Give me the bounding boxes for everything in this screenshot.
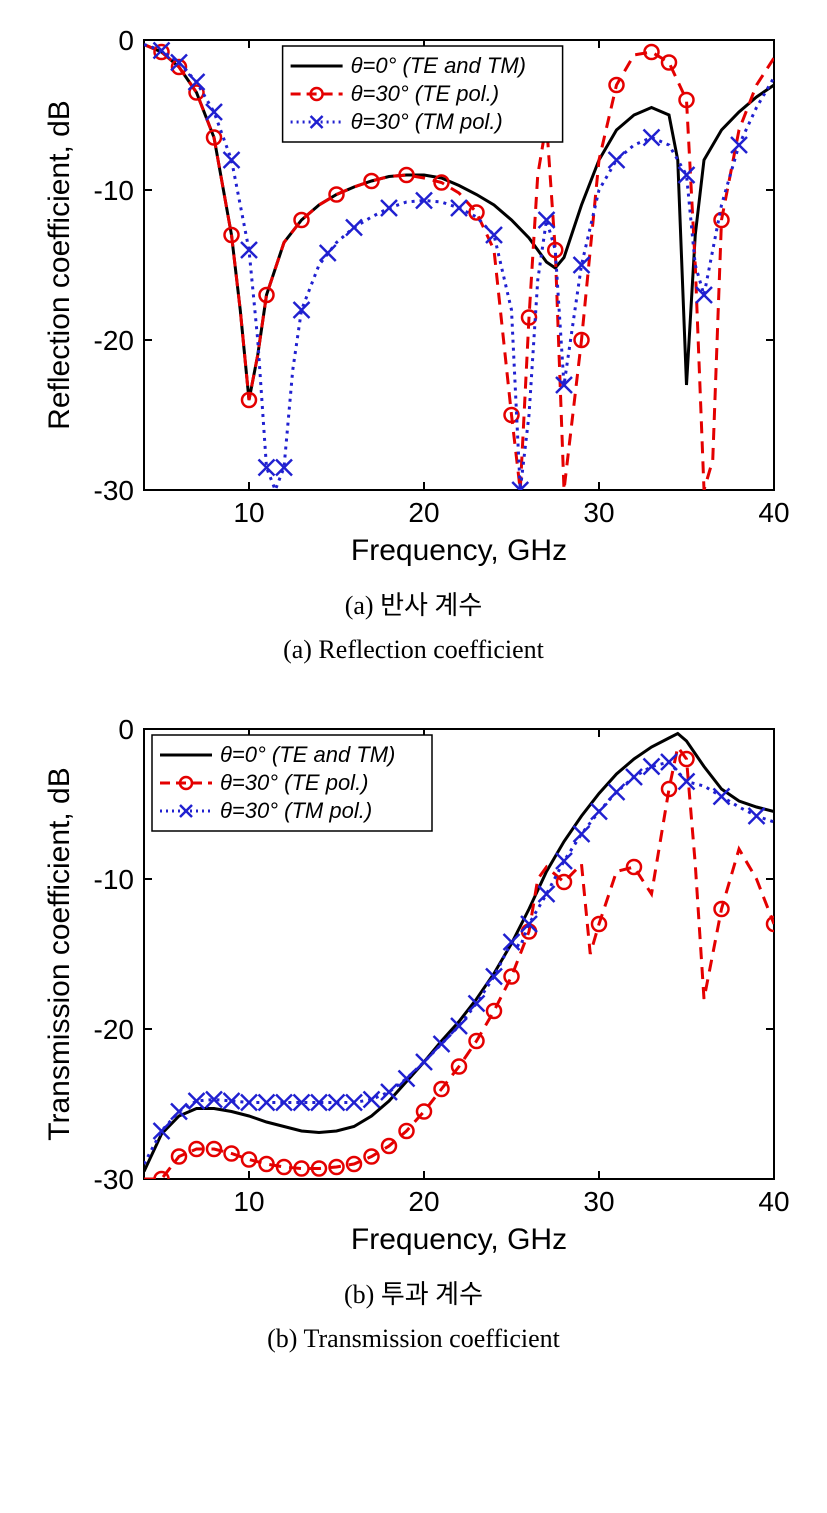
svg-text:-10: -10 bbox=[93, 175, 133, 206]
svg-text:-30: -30 bbox=[93, 475, 133, 506]
svg-text:-30: -30 bbox=[93, 1164, 133, 1195]
svg-text:40: 40 bbox=[758, 1186, 789, 1217]
svg-text:θ=0° (TE and TM): θ=0° (TE and TM) bbox=[350, 53, 525, 78]
svg-text:θ=30° (TM pol.): θ=30° (TM pol.) bbox=[220, 798, 372, 823]
chart-b-block: 10 20 30 40 -30 -20 -10 0 Frequency, GHz Transmis… bbox=[34, 709, 794, 1358]
svg-text:30: 30 bbox=[583, 1186, 614, 1217]
svg-text:Transmission coefficient, dB: Transmission coefficient, dB bbox=[43, 767, 76, 1141]
svg-text:20: 20 bbox=[408, 497, 439, 528]
svg-text:40: 40 bbox=[758, 497, 789, 528]
figure-container: 10 20 30 40 -30 -20 -10 0 Frequency, GHz Reflecti… bbox=[20, 20, 807, 1358]
svg-text:30: 30 bbox=[583, 497, 614, 528]
svg-text:Frequency, GHz: Frequency, GHz bbox=[350, 534, 566, 567]
chart-a-block: 10 20 30 40 -30 -20 -10 0 Frequency, GHz Reflecti… bbox=[34, 20, 794, 669]
transmission-chart: 10 20 30 40 -30 -20 -10 0 Frequency, GHz Transmis… bbox=[34, 709, 794, 1269]
caption-b-kr: (b) 투과 계수 bbox=[344, 1277, 483, 1313]
svg-text:θ=30° (TE pol.): θ=30° (TE pol.) bbox=[350, 81, 499, 106]
svg-text:20: 20 bbox=[408, 1186, 439, 1217]
caption-b-en: (b) Transmission coefficient bbox=[267, 1321, 560, 1357]
reflection-chart: 10 20 30 40 -30 -20 -10 0 Frequency, GHz Reflecti… bbox=[34, 20, 794, 580]
svg-text:Reflection coefficient, dB: Reflection coefficient, dB bbox=[43, 100, 76, 430]
svg-text:10: 10 bbox=[233, 1186, 264, 1217]
svg-text:θ=30° (TM pol.): θ=30° (TM pol.) bbox=[350, 109, 502, 134]
svg-text:θ=0° (TE and TM): θ=0° (TE and TM) bbox=[220, 742, 395, 767]
svg-text:Frequency, GHz: Frequency, GHz bbox=[350, 1223, 566, 1256]
svg-text:θ=30° (TE pol.): θ=30° (TE pol.) bbox=[220, 770, 369, 795]
svg-text:0: 0 bbox=[118, 25, 134, 56]
svg-text:-20: -20 bbox=[93, 325, 133, 356]
svg-text:10: 10 bbox=[233, 497, 264, 528]
svg-text:-20: -20 bbox=[93, 1014, 133, 1045]
caption-a-kr: (a) 반사 계수 bbox=[345, 588, 483, 624]
svg-text:0: 0 bbox=[118, 714, 134, 745]
caption-a-en: (a) Reflection coefficient bbox=[283, 632, 544, 668]
svg-text:-10: -10 bbox=[93, 864, 133, 895]
